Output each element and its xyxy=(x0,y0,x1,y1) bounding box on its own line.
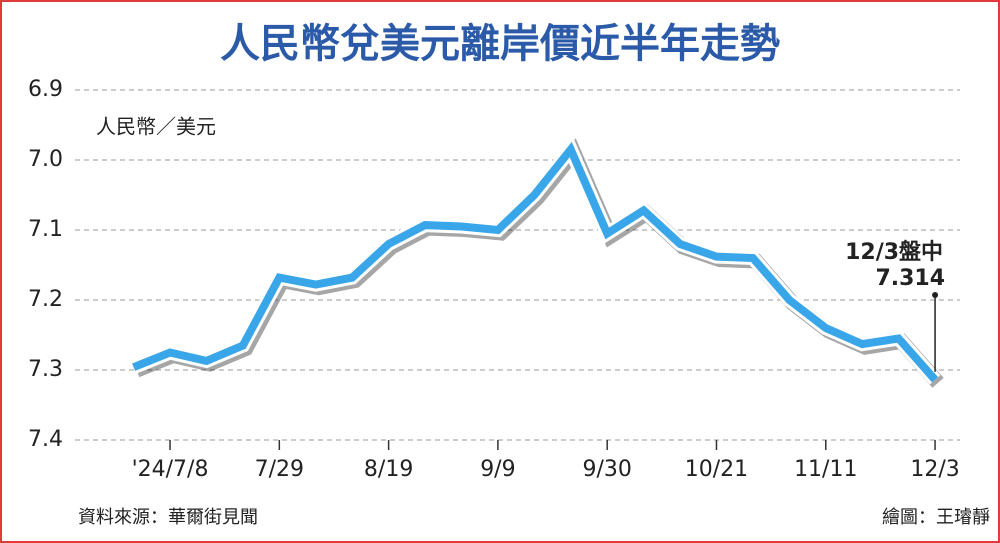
y-tick-label: 7.3 xyxy=(28,357,63,382)
annotation-dot xyxy=(932,292,939,298)
chart-title: 人民幣兌美元離岸價近半年走勢 xyxy=(220,21,780,67)
x-tick-label: 12/3 xyxy=(910,457,959,482)
x-tick-label: 9/9 xyxy=(480,457,515,482)
x-tick-label: 8/19 xyxy=(364,457,413,482)
y-tick-label: 7.2 xyxy=(28,287,63,312)
x-tick-label: 7/29 xyxy=(255,457,304,482)
credit: 繪圖：王璿靜 xyxy=(882,507,990,528)
y-tick-label: 7.0 xyxy=(28,147,63,172)
y-tick-label: 7.1 xyxy=(28,217,63,242)
y-tick-label: 6.9 xyxy=(28,77,63,102)
value-label: 7.314 xyxy=(875,266,945,291)
source: 資料來源：華爾街見聞 xyxy=(78,507,258,528)
x-tick-label: 11/11 xyxy=(794,457,857,482)
y-axis-label: 人民幣／美元 xyxy=(96,115,216,139)
annotation: 12/3盤中 xyxy=(845,239,943,265)
line xyxy=(132,141,939,383)
x-tick-label: '24/7/8 xyxy=(132,457,209,482)
x-tick-label: 9/30 xyxy=(582,457,631,482)
y-tick-label: 7.4 xyxy=(28,427,63,452)
x-tick-label: 10/21 xyxy=(685,457,748,482)
